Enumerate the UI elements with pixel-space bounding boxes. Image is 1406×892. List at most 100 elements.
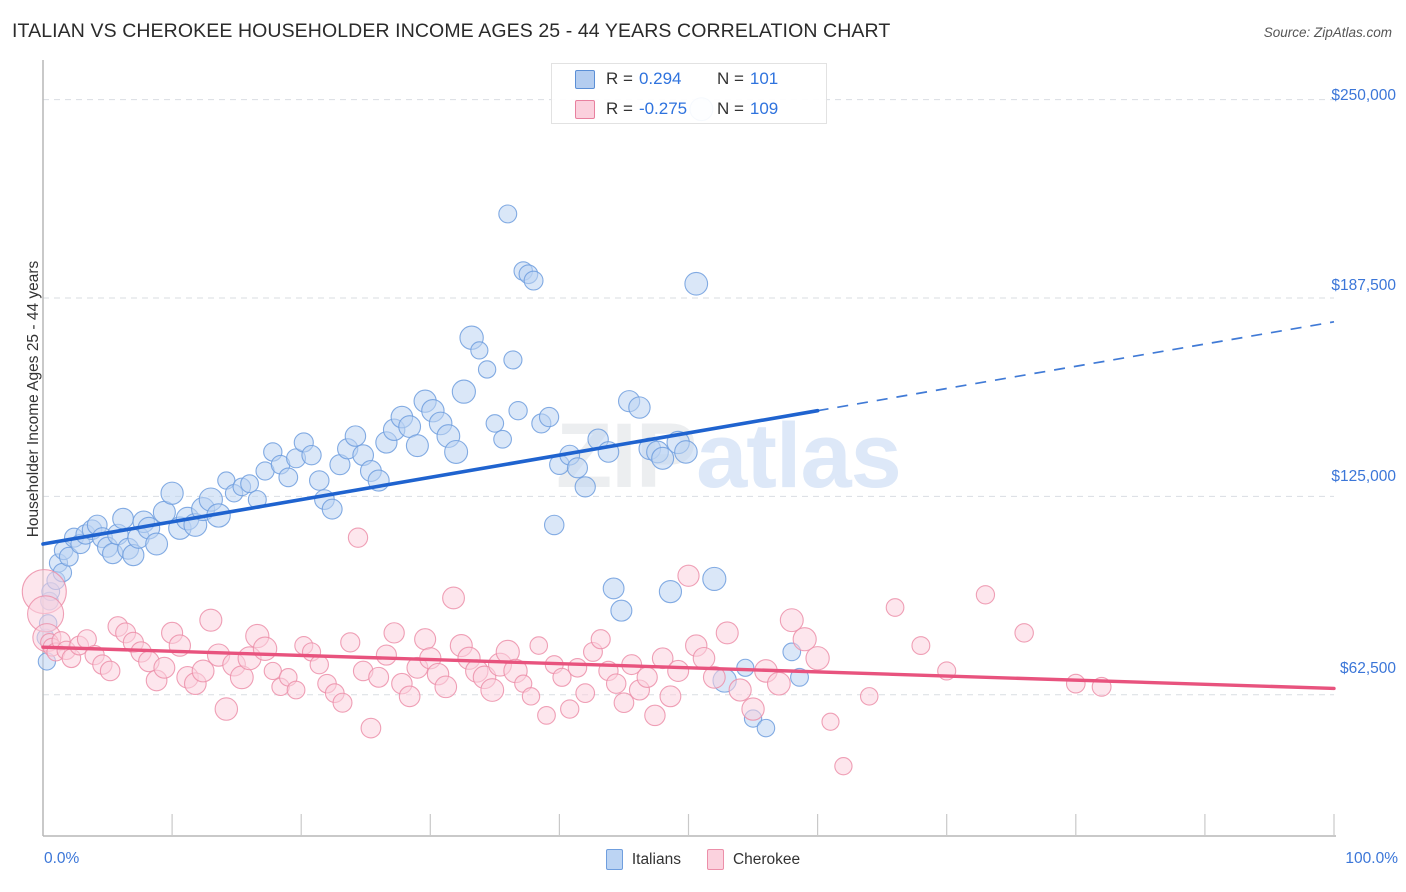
data-point [605,673,627,694]
data-point [821,712,840,731]
data-point [911,636,931,656]
data-point [834,757,853,776]
data-point [658,580,683,604]
data-point [1014,623,1034,643]
data-point [480,678,505,702]
data-point [766,671,791,696]
data-point [552,667,572,687]
data-point [756,718,776,738]
y-tick-187500: $187,500 [1331,277,1396,294]
data-point [636,666,658,688]
cherokee-swatch-icon [575,99,595,119]
cherokee-trendline [41,645,1336,691]
data-point [602,577,625,600]
data-point [792,627,817,652]
data-point [477,360,497,379]
data-point [321,498,343,520]
data-point [442,586,465,610]
data-point [286,680,306,700]
data-point [485,414,505,433]
data-point [99,660,121,682]
cherokee-r-label: R = [606,99,633,118]
italians-r-value: 0.294 [638,69,682,88]
data-point [560,699,580,719]
data-point [537,706,556,725]
italians-n-value: 101 [749,69,779,88]
data-point [434,675,458,699]
stats-row-cherokee: R = -0.275 N = 109 [552,94,826,124]
data-point [805,646,830,671]
data-point [610,599,633,622]
data-point [538,406,560,428]
x-tick-min: 0.0% [44,850,80,867]
data-point [728,678,752,702]
italians-legend-label: Italians [631,850,681,868]
italians-trendline-projection [817,321,1335,412]
data-point [684,271,709,296]
data-point [667,659,690,682]
data-point [543,514,565,536]
data-point [263,661,282,681]
data-point [523,270,544,291]
data-point [1065,673,1086,694]
italians-n-label: N = [716,69,744,88]
data-point [503,350,523,370]
data-point [885,598,905,617]
data-point [344,425,367,447]
data-point [575,683,596,704]
data-point [199,608,223,632]
data-point [741,697,765,721]
data-point [779,608,804,633]
data-point [340,632,361,653]
data-point [347,527,369,548]
data-point [508,401,528,421]
data-point [301,444,322,466]
data-point [470,341,489,360]
data-point [278,467,299,488]
page-title: ITALIAN VS CHEROKEE HOUSEHOLDER INCOME A… [12,20,891,42]
data-point [702,566,727,592]
data-point [715,621,739,645]
data-point [493,429,512,449]
italians-r-label: R = [606,69,633,88]
data-point [360,717,382,739]
data-point [112,507,134,530]
data-point [444,439,469,464]
data-point [677,564,700,587]
data-point [975,585,996,605]
data-point [566,457,589,479]
data-point [451,379,476,404]
data-point [332,692,353,713]
data-point [613,692,635,714]
x-tick-max: 100.0% [1345,850,1398,867]
data-point [368,666,390,688]
data-point [240,474,259,494]
cherokee-legend-label: Cherokee [732,850,801,868]
y-tick-62500: $62,500 [1339,660,1396,677]
data-point [567,658,588,678]
data-point [191,659,215,683]
italians-legend-swatch-icon [605,849,623,870]
data-point [160,481,184,505]
data-point [628,396,651,419]
italians-swatch-icon [575,69,595,89]
data-point [214,697,239,721]
y-tick-125000: $125,000 [1331,468,1396,485]
data-point [405,434,429,458]
data-point [145,532,169,556]
data-point [398,685,421,708]
cherokee-legend-swatch-icon [706,849,724,870]
data-point [529,636,549,655]
data-point [252,636,278,661]
data-point [153,656,176,679]
data-point [375,644,397,666]
data-point [859,687,879,706]
cherokee-n-value: 109 [749,99,779,118]
data-point [58,546,79,567]
legend-item-italians[interactable]: Italians [605,849,681,870]
data-point [414,628,437,651]
legend-item-cherokee[interactable]: Cherokee [706,849,801,870]
data-point [590,629,611,650]
